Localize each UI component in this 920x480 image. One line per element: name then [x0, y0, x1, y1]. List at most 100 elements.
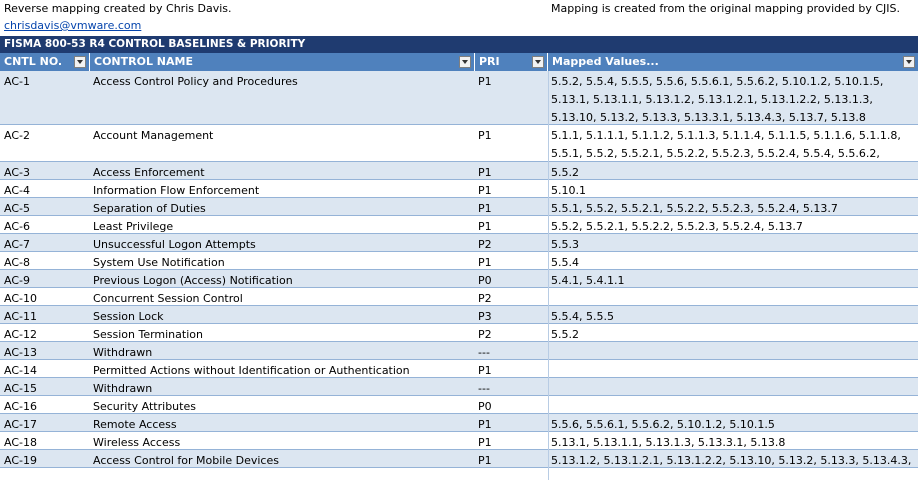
cell-control-name[interactable]: Security Attributes: [93, 400, 196, 413]
cell-control-id[interactable]: AC-8: [4, 256, 30, 269]
cell-priority[interactable]: P3: [478, 310, 492, 323]
cell-control-id[interactable]: AC-14: [4, 364, 37, 377]
cell-control-id[interactable]: AC-3: [4, 166, 30, 179]
cell-priority[interactable]: P0: [478, 274, 492, 287]
table-body: AC-1 Access Control Policy and Procedures…: [0, 71, 918, 468]
table-row[interactable]: AC-8 System Use Notification P1 5.5.4: [0, 252, 918, 270]
cell-control-id[interactable]: AC-2: [4, 129, 30, 142]
cell-control-id[interactable]: AC-17: [4, 418, 37, 431]
cell-mapped-values[interactable]: 5.5.2, 5.5.2.1, 5.5.2.2, 5.5.2.3, 5.5.2.…: [551, 220, 803, 233]
cell-mapped-values[interactable]: 5.5.2: [551, 166, 579, 179]
cell-priority[interactable]: P1: [478, 364, 492, 377]
cell-priority[interactable]: P0: [478, 400, 492, 413]
cell-control-id[interactable]: AC-13: [4, 346, 37, 359]
cell-control-name[interactable]: Remote Access: [93, 418, 177, 431]
cell-priority[interactable]: P2: [478, 238, 492, 251]
table-row[interactable]: AC-19 Access Control for Mobile Devices P1…: [0, 450, 918, 468]
cell-control-name[interactable]: Previous Logon (Access) Notification: [93, 274, 293, 287]
cell-control-name[interactable]: Session Lock: [93, 310, 164, 323]
cell-mapped-values[interactable]: 5.10.1: [551, 184, 586, 197]
table-row[interactable]: AC-2 Account Management P1 5.1.1, 5.1.1.1, …: [0, 125, 918, 178]
cell-mapped-values[interactable]: 5.5.6, 5.5.6.1, 5.5.6.2, 5.10.1.2, 5.10.…: [551, 418, 775, 431]
cell-mapped-values[interactable]: 5.5.4, 5.5.5: [551, 310, 614, 323]
cell-control-id[interactable]: AC-6: [4, 220, 30, 233]
table-row[interactable]: AC-15 Withdrawn ---: [0, 378, 918, 396]
cell-control-name[interactable]: Withdrawn: [93, 346, 153, 359]
table-row[interactable]: AC-10 Concurrent Session Control P2: [0, 288, 918, 306]
cell-control-id[interactable]: AC-16: [4, 400, 37, 413]
cell-control-id[interactable]: AC-5: [4, 202, 30, 215]
cell-priority[interactable]: P1: [478, 436, 492, 449]
cell-control-name[interactable]: Access Control for Mobile Devices: [93, 454, 279, 467]
cell-priority[interactable]: P2: [478, 292, 492, 305]
filter-dropdown-icon[interactable]: [74, 56, 86, 68]
table-row[interactable]: AC-12 Session Termination P2 5.5.2: [0, 324, 918, 342]
table-row[interactable]: AC-7 Unsuccessful Logon Attempts P2 5.5.3: [0, 234, 918, 252]
table-row[interactable]: AC-16 Security Attributes P0: [0, 396, 918, 414]
cell-mapped-values[interactable]: 5.4.1, 5.4.1.1: [551, 274, 625, 287]
table-row[interactable]: AC-9 Previous Logon (Access) Notification…: [0, 270, 918, 288]
cell-priority[interactable]: ---: [478, 382, 490, 395]
cell-control-id[interactable]: AC-4: [4, 184, 30, 197]
cell-priority[interactable]: P1: [478, 129, 492, 142]
email-link[interactable]: chrisdavis@vmware.com: [4, 19, 142, 32]
cell-control-id[interactable]: AC-7: [4, 238, 30, 251]
cell-control-id[interactable]: AC-11: [4, 310, 37, 323]
cell-mapped-values[interactable]: 5.5.2: [551, 328, 579, 341]
cell-control-name[interactable]: Unsuccessful Logon Attempts: [93, 238, 256, 251]
cell-priority[interactable]: P1: [478, 256, 492, 269]
table-row[interactable]: AC-4 Information Flow Enforcement P1 5.10.1: [0, 180, 918, 198]
table-row[interactable]: AC-18 Wireless Access P1 5.13.1, 5.13.1.1, …: [0, 432, 918, 450]
table-row[interactable]: AC-17 Remote Access P1 5.5.6, 5.5.6.1, 5.5.…: [0, 414, 918, 432]
cell-control-id[interactable]: AC-10: [4, 292, 37, 305]
cell-control-id[interactable]: AC-15: [4, 382, 37, 395]
cell-control-name[interactable]: Information Flow Enforcement: [93, 184, 260, 197]
cell-mapped-values[interactable]: 5.5.3: [551, 238, 579, 251]
cell-priority[interactable]: P1: [478, 220, 492, 233]
cell-control-name[interactable]: Concurrent Session Control: [93, 292, 243, 305]
cell-mapped-values[interactable]: 5.13.1, 5.13.1.1, 5.13.1.3, 5.13.3.1, 5.…: [551, 436, 786, 449]
cell-mapped-values[interactable]: 5.13.1.2, 5.13.1.2.1, 5.13.1.2.2, 5.13.1…: [551, 454, 912, 467]
cell-priority[interactable]: P1: [478, 184, 492, 197]
cell-control-name[interactable]: Session Termination: [93, 328, 203, 341]
cell-priority[interactable]: P1: [478, 454, 492, 467]
cell-control-name[interactable]: Separation of Duties: [93, 202, 206, 215]
header-mapped-values-label: Mapped Values...: [552, 55, 659, 68]
table-row[interactable]: AC-3 Access Enforcement P1 5.5.2: [0, 162, 918, 180]
cell-control-id[interactable]: AC-19: [4, 454, 37, 467]
table-row[interactable]: AC-1 Access Control Policy and Procedures…: [0, 71, 918, 125]
table-row[interactable]: AC-6 Least Privilege P1 5.5.2, 5.5.2.1, 5.5…: [0, 216, 918, 234]
cell-control-name[interactable]: System Use Notification: [93, 256, 225, 269]
header-mapped-values: Mapped Values...: [548, 53, 918, 71]
cell-priority[interactable]: P2: [478, 328, 492, 341]
table-row[interactable]: AC-11 Session Lock P3 5.5.4, 5.5.5: [0, 306, 918, 324]
source-note: Mapping is created from the original map…: [551, 2, 900, 15]
filter-dropdown-icon[interactable]: [532, 56, 544, 68]
cell-mapped-values[interactable]: 5.5.2, 5.5.4, 5.5.5, 5.5.6, 5.5.6.1, 5.5…: [551, 75, 884, 124]
cell-control-name[interactable]: Least Privilege: [93, 220, 174, 233]
filter-dropdown-icon[interactable]: [903, 56, 915, 68]
cell-control-id[interactable]: AC-1: [4, 75, 30, 88]
cell-control-name[interactable]: Withdrawn: [93, 382, 153, 395]
table-header: CNTL NO. CONTROL NAME PRI Mapped Values.…: [0, 53, 918, 71]
cell-control-id[interactable]: AC-9: [4, 274, 30, 287]
cell-control-name[interactable]: Access Control Policy and Procedures: [93, 75, 298, 88]
cell-priority[interactable]: ---: [478, 346, 490, 359]
cell-priority[interactable]: P1: [478, 202, 492, 215]
filter-dropdown-icon[interactable]: [459, 56, 471, 68]
cell-control-name[interactable]: Account Management: [93, 129, 214, 142]
cell-control-name[interactable]: Permitted Actions without Identification…: [93, 364, 410, 377]
table-row[interactable]: AC-14 Permitted Actions without Identific…: [0, 360, 918, 378]
table-row[interactable]: AC-5 Separation of Duties P1 5.5.1, 5.5.2, …: [0, 198, 918, 216]
cell-control-id[interactable]: AC-12: [4, 328, 37, 341]
cell-control-name[interactable]: Wireless Access: [93, 436, 181, 449]
cell-priority[interactable]: P1: [478, 75, 492, 88]
cell-priority[interactable]: P1: [478, 418, 492, 431]
cell-priority[interactable]: P1: [478, 166, 492, 179]
cell-control-name[interactable]: Access Enforcement: [93, 166, 205, 179]
cell-control-id[interactable]: AC-18: [4, 436, 37, 449]
cell-mapped-values[interactable]: 5.5.1, 5.5.2, 5.5.2.1, 5.5.2.2, 5.5.2.3,…: [551, 202, 838, 215]
table-row[interactable]: AC-13 Withdrawn ---: [0, 342, 918, 360]
cell-mapped-values[interactable]: 5.5.4: [551, 256, 579, 269]
header-pri: PRI: [475, 53, 548, 71]
